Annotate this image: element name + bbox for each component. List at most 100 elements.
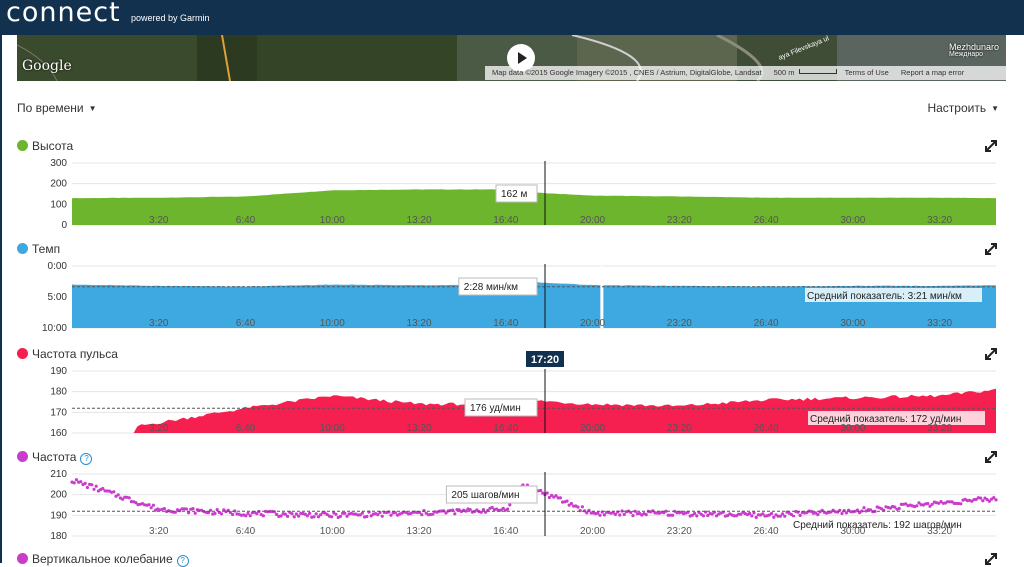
scatter-point xyxy=(554,494,558,498)
scatter-point xyxy=(220,512,224,516)
x-tick-label: 30:00 xyxy=(840,215,865,226)
scatter-point xyxy=(550,493,554,497)
scatter-point xyxy=(739,512,743,516)
expand-icon[interactable] xyxy=(984,347,998,361)
scatter-point xyxy=(611,511,615,515)
scatter-point xyxy=(613,512,618,517)
scatter-point xyxy=(860,509,864,513)
scatter-point xyxy=(314,512,318,516)
cursor-time-badge xyxy=(526,351,564,367)
x-tick-label: 20:00 xyxy=(580,318,605,329)
scatter-point xyxy=(246,511,250,515)
scatter-point xyxy=(369,514,373,518)
y-tick-label: 170 xyxy=(50,407,67,418)
expand-icon[interactable] xyxy=(984,139,998,153)
scatter-point xyxy=(893,505,897,509)
scatter-point xyxy=(783,514,787,518)
scatter-point xyxy=(244,514,248,518)
scatter-point xyxy=(547,495,552,500)
expand-icon[interactable] xyxy=(984,552,998,566)
x-tick-label: 10:00 xyxy=(320,526,345,537)
x-tick-label: 26:40 xyxy=(754,215,779,226)
average-label-bg xyxy=(808,411,985,425)
map-panel[interactable]: Google aya Filevskaya ul Mezhdunaro Межд… xyxy=(17,35,1006,81)
x-tick-label: 13:20 xyxy=(407,526,432,537)
scatter-point xyxy=(809,509,813,513)
scatter-point xyxy=(79,480,83,484)
scatter-point xyxy=(750,514,754,518)
scatter-point xyxy=(666,513,670,517)
scatter-point xyxy=(343,511,347,515)
scatter-point xyxy=(334,512,338,516)
scatter-point xyxy=(954,501,959,506)
expand-icon[interactable] xyxy=(984,242,998,256)
scatter-point xyxy=(248,514,252,518)
view-dropdown[interactable]: По времени ▼ xyxy=(17,101,97,115)
x-tick-label: 23:20 xyxy=(667,215,692,226)
scatter-point xyxy=(294,512,298,516)
expand-icon[interactable] xyxy=(984,450,998,464)
value-tooltip-box xyxy=(458,277,538,296)
caret-down-icon: ▼ xyxy=(991,104,999,113)
configure-dropdown[interactable]: Настроить ▼ xyxy=(927,101,999,115)
terms-link[interactable]: Terms of Use xyxy=(844,68,889,77)
scatter-point xyxy=(690,513,695,517)
scatter-point xyxy=(668,513,673,517)
chart-title-text: Частота пульса xyxy=(32,347,118,361)
scatter-point xyxy=(814,511,818,515)
x-tick-label: 16:40 xyxy=(493,526,518,537)
scatter-point xyxy=(290,512,294,516)
x-tick-label: 33:20 xyxy=(927,215,952,226)
scatter-point xyxy=(83,481,87,485)
chart-title-text: Вертикальное колебание xyxy=(32,552,173,566)
x-tick-label: 13:20 xyxy=(407,423,432,434)
scatter-point xyxy=(840,511,844,516)
scatter-point xyxy=(431,512,435,516)
scatter-point xyxy=(772,515,776,519)
y-tick-label: 180 xyxy=(50,531,67,542)
scatter-point xyxy=(501,506,505,510)
scatter-point xyxy=(330,515,334,519)
chart-title-vertical: Вертикальное колебание? xyxy=(17,551,189,567)
x-tick-label: 6:40 xyxy=(236,318,256,329)
scatter-point xyxy=(316,515,320,519)
scatter-point xyxy=(695,514,699,518)
scatter-point xyxy=(261,514,265,518)
average-label: Средний показатель: 192 шагов/мин xyxy=(793,520,962,531)
y-tick-label: 210 xyxy=(50,469,67,480)
value-tooltip: 176 уд/мин xyxy=(470,403,521,414)
place-label: Mezhdunaro xyxy=(949,42,1000,52)
scatter-point xyxy=(345,514,349,518)
x-tick-label: 20:00 xyxy=(580,215,605,226)
scatter-point xyxy=(360,511,364,515)
y-tick-label: 190 xyxy=(50,510,67,521)
scatter-point xyxy=(325,512,329,517)
scatter-point xyxy=(596,511,600,515)
scatter-point xyxy=(539,488,543,493)
scatter-point xyxy=(671,513,675,517)
x-tick-label: 23:20 xyxy=(667,318,692,329)
scatter-point xyxy=(928,504,932,508)
x-tick-label: 6:40 xyxy=(236,215,256,226)
scatter-point xyxy=(556,496,560,500)
scatter-point xyxy=(576,505,580,509)
scatter-point xyxy=(858,510,862,515)
y-tick-label: 300 xyxy=(50,158,67,169)
help-icon[interactable]: ? xyxy=(176,555,189,567)
help-icon[interactable]: ? xyxy=(80,453,93,465)
scatter-point xyxy=(499,508,503,512)
scatter-point xyxy=(147,503,151,507)
scatter-point xyxy=(930,502,934,506)
report-map-error-link[interactable]: Report a map error xyxy=(900,68,965,77)
scatter-point xyxy=(545,491,549,495)
scatter-point xyxy=(127,496,131,500)
scatter-point xyxy=(134,501,138,505)
scatter-point xyxy=(92,487,96,491)
connect-logo[interactable]: connect xyxy=(6,0,121,28)
scatter-point xyxy=(116,493,120,497)
scatter-point xyxy=(305,514,309,518)
scatter-point xyxy=(706,513,710,518)
